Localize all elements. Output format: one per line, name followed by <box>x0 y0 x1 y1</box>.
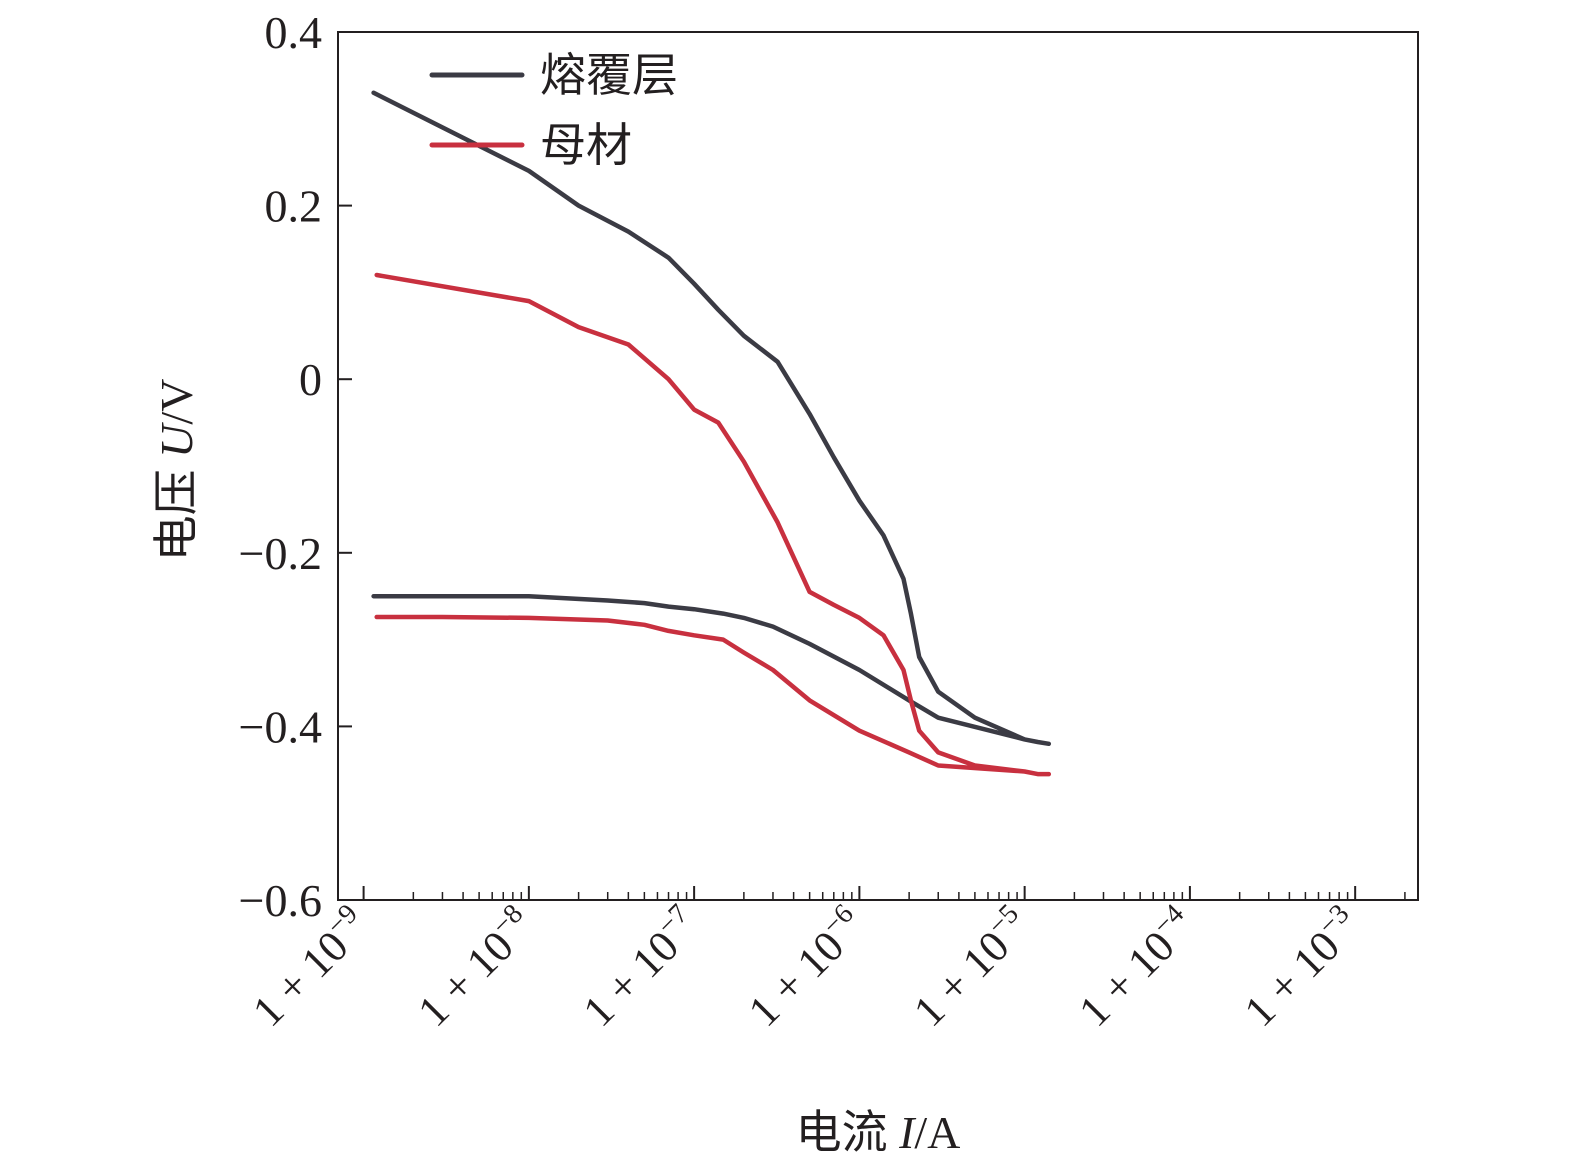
tick-layer: 0.40.20−0.2−0.4−0.61 + 10−91 + 10−81 + 1… <box>239 7 1406 1036</box>
y-tick-label: 0 <box>299 354 322 405</box>
x-axis-title-prefix: 电流 <box>796 1107 900 1158</box>
x-tick-label-text: 1 + 10−4 <box>1067 898 1205 1036</box>
y-axis-title: 电压 U/V <box>151 379 202 562</box>
x-tick-label-text: 1 + 10−5 <box>902 898 1040 1036</box>
x-tick-label-text: 1 + 10−8 <box>406 898 544 1036</box>
legend-label: 母材 <box>540 118 632 172</box>
y-tick-label: 0.2 <box>265 181 323 232</box>
x-tick-label: 1 + 10−8 <box>406 898 544 1036</box>
legend-label: 熔覆层 <box>540 48 678 102</box>
y-tick-label: −0.4 <box>239 701 322 752</box>
plot-frame <box>337 31 1419 901</box>
x-axis-title-unit: /A <box>914 1107 960 1158</box>
y-axis-title-prefix: 电压 <box>151 458 202 562</box>
y-tick-label: 0.4 <box>265 7 323 58</box>
x-tick-label: 1 + 10−5 <box>902 898 1040 1036</box>
y-axis-title-unit: /V <box>151 379 202 425</box>
series-line-0 <box>371 90 1052 747</box>
series-line-1 <box>374 272 1052 777</box>
x-tick-label: 1 + 10−4 <box>1067 898 1205 1036</box>
x-tick-label-text: 1 + 10−7 <box>572 898 710 1036</box>
y-tick-label: −0.2 <box>239 528 322 579</box>
y-axis-title-variable: U <box>151 422 202 458</box>
y-tick-label: −0.6 <box>239 875 322 926</box>
x-tick-label-text: 1 + 10−3 <box>1233 898 1371 1036</box>
series-layer <box>371 90 1052 777</box>
x-tick-label: 1 + 10−7 <box>572 898 710 1036</box>
x-tick-label: 1 + 10−6 <box>737 898 875 1036</box>
x-tick-label: 1 + 10−3 <box>1233 898 1371 1036</box>
x-axis-title-variable: I <box>898 1107 917 1158</box>
x-axis-title: 电流 I/A <box>796 1107 961 1158</box>
x-tick-label-text: 1 + 10−6 <box>737 898 875 1036</box>
